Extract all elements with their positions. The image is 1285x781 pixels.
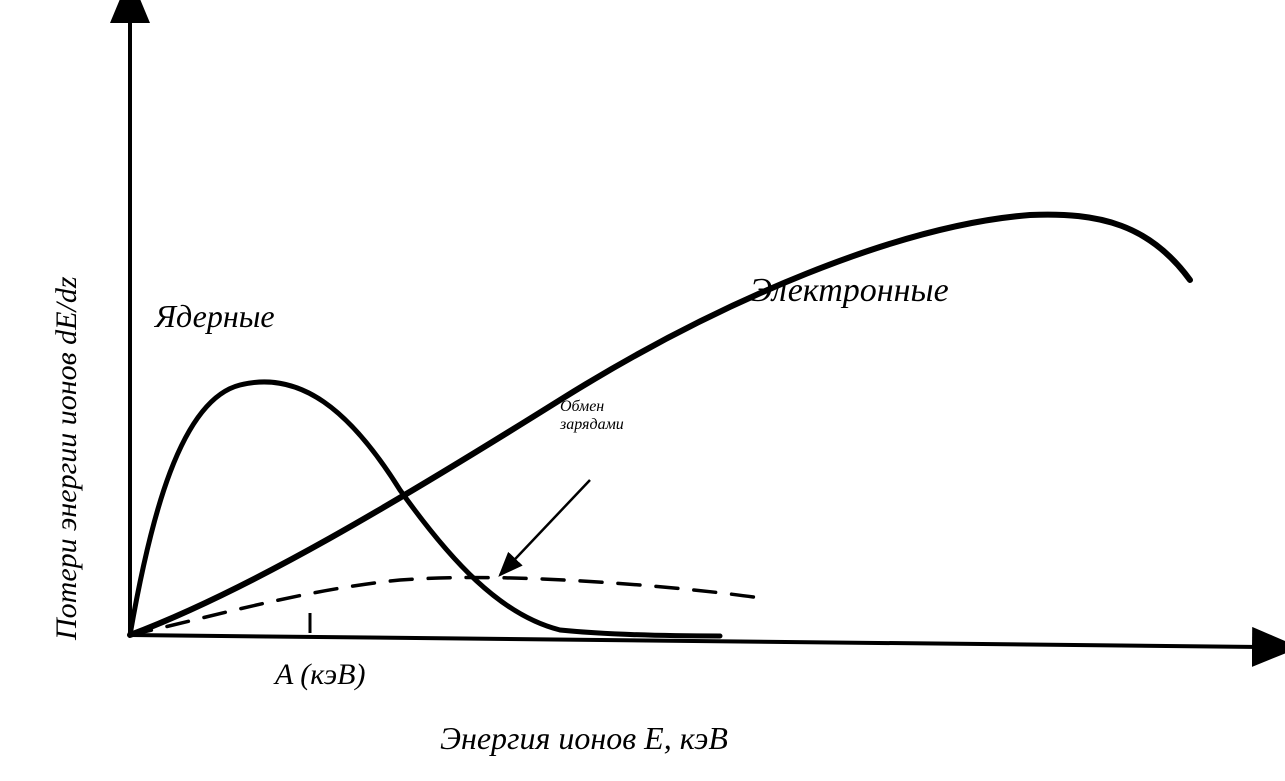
- chart-container: Потери энергии ионов dE/dz Энергия ионов…: [0, 0, 1285, 781]
- nuclear-label: Ядерные: [155, 298, 275, 335]
- charge-exchange-label-line2: зарядами: [560, 416, 624, 433]
- chart-svg: [0, 0, 1285, 781]
- series-curves: [130, 215, 1190, 636]
- electronic-label: Электронные: [750, 272, 949, 310]
- charge_exchange-pointer-arrow: [500, 480, 590, 575]
- x-tick-label: A (кэВ): [275, 658, 365, 692]
- y-axis-label: Потери энергии ионов dE/dz: [50, 276, 84, 640]
- x-axis-label: Энергия ионов E, кэВ: [440, 720, 728, 757]
- charge-exchange-label-line1: Обмен: [560, 398, 604, 415]
- annotations: [500, 480, 590, 575]
- charge-exchange-label: Обмен зарядами: [560, 398, 624, 433]
- electronic-curve: [130, 215, 1190, 635]
- charge_exchange-curve: [130, 578, 760, 635]
